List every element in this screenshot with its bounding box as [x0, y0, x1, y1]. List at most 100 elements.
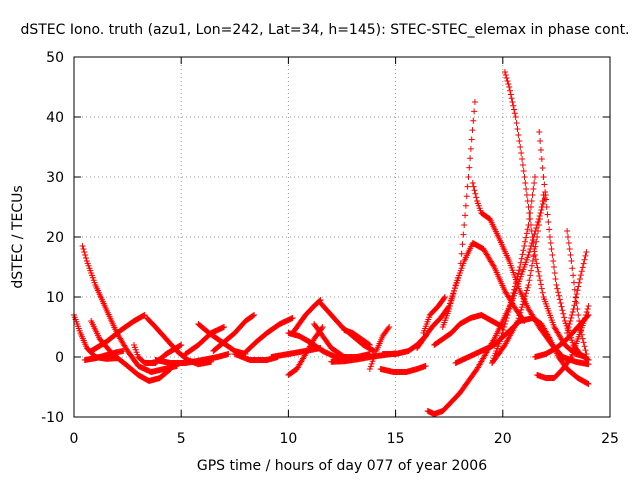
data-point — [548, 246, 555, 252]
data-point — [369, 358, 376, 365]
data-series — [242, 315, 296, 356]
data-point — [79, 243, 86, 249]
data-point — [525, 282, 532, 288]
data-point — [524, 284, 531, 291]
data-point — [537, 277, 544, 284]
data-point — [251, 312, 258, 318]
data-point — [372, 350, 379, 357]
data-point — [566, 246, 573, 252]
x-tick-label: 5 — [177, 431, 186, 447]
data-point — [467, 155, 474, 162]
data-point — [503, 315, 510, 321]
y-tick-label: 10 — [46, 290, 64, 306]
data-point — [567, 318, 574, 324]
data-point — [507, 87, 514, 94]
data-point — [467, 145, 474, 152]
data-point — [521, 174, 528, 180]
data-point — [503, 75, 510, 81]
data-point — [565, 324, 572, 330]
data-point — [468, 136, 475, 143]
y-axis-label: dSTEC / TECUs — [10, 185, 26, 288]
data-point — [502, 318, 509, 324]
data-series — [489, 174, 538, 366]
data-point — [505, 309, 512, 315]
data-point — [528, 262, 535, 269]
data-point — [441, 295, 448, 302]
data-point — [553, 282, 560, 288]
data-point — [560, 310, 567, 317]
data-point — [386, 324, 393, 330]
data-point — [512, 283, 519, 290]
data-point — [570, 306, 577, 312]
data-point — [530, 240, 537, 246]
y-tick-label: 50 — [46, 50, 64, 66]
data-point — [541, 181, 548, 188]
data-point — [558, 303, 565, 310]
data-point — [584, 306, 591, 312]
y-tick-label: 0 — [55, 350, 64, 366]
data-point — [82, 252, 89, 258]
data-point — [547, 240, 554, 246]
data-point — [508, 95, 515, 102]
data-point — [580, 339, 587, 346]
data-point — [567, 252, 574, 258]
data-point — [549, 252, 556, 258]
data-point — [561, 314, 568, 321]
data-point — [449, 294, 456, 300]
data-series — [424, 192, 549, 417]
data-point — [536, 216, 543, 222]
data-point — [318, 325, 325, 332]
data-point — [518, 255, 525, 262]
data-point — [371, 353, 378, 360]
y-tick-label: -10 — [41, 410, 64, 426]
data-point — [366, 341, 373, 348]
data-point — [472, 190, 479, 197]
data-point — [510, 289, 517, 296]
data-point — [520, 247, 527, 254]
data-point — [519, 301, 526, 308]
data-point — [463, 193, 470, 200]
y-tick-label: 40 — [46, 110, 64, 126]
data-point — [83, 255, 90, 261]
data-point — [569, 309, 576, 315]
y-tick-label: 20 — [46, 230, 64, 246]
data-point — [544, 211, 551, 218]
data-point — [552, 276, 559, 282]
data-point — [512, 114, 519, 120]
data-point — [515, 132, 522, 138]
data-point — [167, 366, 174, 372]
data-point — [578, 268, 585, 275]
data-point — [530, 186, 537, 192]
data-point — [528, 267, 535, 274]
data-point — [522, 238, 529, 245]
data-point — [514, 273, 521, 280]
data-point — [528, 198, 535, 204]
data-point — [564, 327, 571, 333]
data-point — [511, 110, 518, 117]
data-point — [521, 295, 528, 302]
data-series — [366, 324, 393, 372]
data-point — [546, 234, 553, 240]
data-point — [368, 360, 375, 367]
data-point — [385, 325, 392, 332]
data-point — [506, 306, 513, 312]
x-axis-label: GPS time / hours of day 077 of year 2006 — [197, 458, 487, 474]
data-point — [527, 272, 534, 279]
data-point — [579, 335, 586, 342]
data-point — [525, 222, 532, 228]
data-point — [512, 280, 519, 287]
data-point — [447, 300, 454, 306]
data-point — [367, 363, 374, 370]
data-point — [507, 91, 514, 98]
data-point — [568, 315, 575, 321]
data-point — [465, 174, 472, 180]
data-point — [471, 187, 478, 194]
data-point — [535, 268, 542, 275]
data-point — [504, 78, 511, 84]
data-point — [526, 216, 533, 222]
data-point — [516, 267, 523, 274]
data-point — [584, 312, 591, 319]
data-point — [516, 138, 523, 144]
data-point — [490, 262, 497, 269]
data-point — [501, 321, 508, 327]
